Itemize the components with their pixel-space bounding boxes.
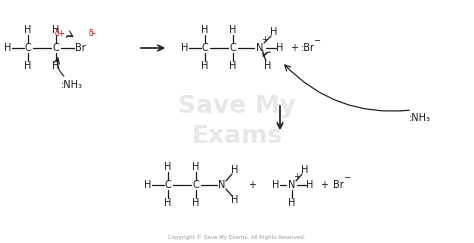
Text: H: H: [276, 43, 283, 53]
Text: C: C: [192, 180, 200, 190]
Text: H: H: [192, 162, 200, 172]
Text: Copyright © Save My Exams. All Rights Reserved.: Copyright © Save My Exams. All Rights Re…: [168, 234, 306, 240]
Text: H: H: [306, 180, 314, 190]
Text: H: H: [164, 162, 172, 172]
Text: C: C: [164, 180, 172, 190]
Text: Br: Br: [333, 180, 343, 190]
Text: +: +: [293, 172, 301, 181]
Text: H: H: [231, 195, 239, 205]
Text: +: +: [290, 43, 298, 53]
Text: N: N: [288, 180, 296, 190]
Text: H: H: [288, 198, 296, 208]
Text: H: H: [52, 25, 60, 35]
Text: H: H: [4, 43, 12, 53]
Text: C: C: [53, 43, 59, 53]
Text: +: +: [262, 35, 268, 43]
Text: H: H: [264, 61, 272, 71]
Text: H: H: [201, 25, 209, 35]
Text: :Br: :Br: [301, 43, 315, 53]
Text: C: C: [25, 43, 31, 53]
Text: H: H: [201, 61, 209, 71]
Text: δ+: δ+: [55, 29, 65, 38]
Text: H: H: [229, 25, 237, 35]
Text: H: H: [24, 61, 32, 71]
Text: :NH₃: :NH₃: [61, 80, 83, 90]
Text: Save My
Exams: Save My Exams: [178, 94, 296, 148]
Text: Br: Br: [74, 43, 85, 53]
Text: −: −: [344, 174, 350, 182]
Text: N: N: [256, 43, 264, 53]
Text: +: +: [248, 180, 256, 190]
Text: H: H: [144, 180, 152, 190]
Text: N̈: N̈: [219, 180, 226, 190]
Text: H: H: [270, 27, 278, 37]
Text: C: C: [201, 43, 209, 53]
Text: δ-: δ-: [88, 29, 96, 38]
Text: H: H: [231, 165, 239, 175]
Text: H: H: [182, 43, 189, 53]
Text: H: H: [272, 180, 280, 190]
Text: H: H: [164, 198, 172, 208]
Text: H: H: [301, 165, 309, 175]
Text: H: H: [192, 198, 200, 208]
Text: :NH₃: :NH₃: [409, 113, 431, 123]
Text: H: H: [24, 25, 32, 35]
Text: −: −: [313, 36, 320, 45]
Text: C: C: [229, 43, 237, 53]
Text: H: H: [229, 61, 237, 71]
Text: +: +: [320, 180, 328, 190]
Text: H: H: [52, 61, 60, 71]
